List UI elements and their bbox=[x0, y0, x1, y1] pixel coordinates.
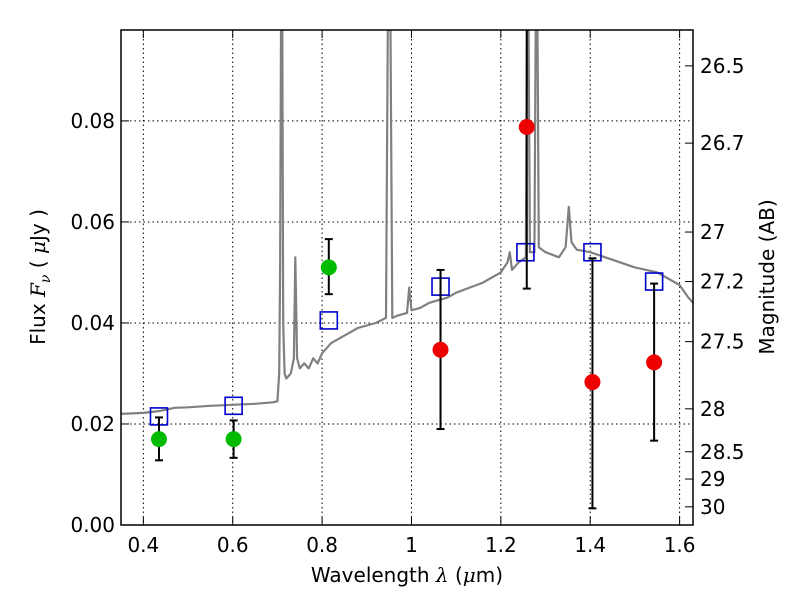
photometry-point bbox=[432, 341, 449, 358]
y-tick-label: 0.04 bbox=[70, 311, 115, 335]
x-tick-label: 1 bbox=[405, 533, 418, 557]
x-tick-label: 0.8 bbox=[306, 533, 338, 557]
y2-tick-label: 27.2 bbox=[700, 270, 745, 294]
y2-tick-label: 28.5 bbox=[700, 440, 745, 464]
y2-tick-label: 29 bbox=[700, 467, 725, 491]
photometry-point bbox=[646, 354, 663, 371]
y2-tick-label: 28 bbox=[700, 397, 725, 421]
y2-tick-label: 27 bbox=[700, 220, 725, 244]
model-square-marker bbox=[224, 396, 243, 416]
points-layer bbox=[149, 30, 664, 510]
y-tick-label: 0.00 bbox=[70, 513, 115, 537]
y-tick-label: 0.08 bbox=[70, 109, 115, 133]
y2-tick-label: 26.5 bbox=[700, 54, 745, 78]
x-tick-label: 1.4 bbox=[574, 533, 606, 557]
photometry-point bbox=[518, 118, 535, 135]
plot-frame bbox=[120, 29, 694, 526]
series-layer bbox=[121, 30, 693, 415]
y-axis-label: Flux Fν ( μJy ) bbox=[26, 209, 54, 345]
y-tick-label: 0.02 bbox=[70, 412, 115, 436]
x-tick-label: 1.2 bbox=[485, 533, 517, 557]
x-axis-label: Wavelength λ (μm) bbox=[311, 563, 503, 587]
model-square-marker bbox=[516, 242, 535, 262]
y2-tick-label: 30 bbox=[700, 495, 725, 519]
x-tick-label: 0.4 bbox=[127, 533, 159, 557]
grid bbox=[121, 30, 693, 526]
photometry-point bbox=[320, 259, 337, 276]
y2-tick-label: 27.5 bbox=[700, 330, 745, 354]
photometry-point bbox=[584, 374, 601, 391]
ticks-layer: 0.4 0.6 0.8 1 1.2 1.4 1.6 0.00 0.02 0.04 0.06 0.08 2… bbox=[70, 30, 745, 557]
y2-tick-label: 26.7 bbox=[700, 131, 745, 155]
photometry-point bbox=[150, 431, 167, 448]
model-square-marker bbox=[319, 311, 339, 330]
x-tick-label: 0.6 bbox=[217, 533, 249, 557]
spectrum-line bbox=[121, 30, 693, 415]
x-tick-label: 1.6 bbox=[664, 533, 696, 557]
y-tick-label: 0.06 bbox=[70, 210, 115, 234]
y2-axis-label: Magnitude (AB) bbox=[755, 199, 779, 354]
photometry-point bbox=[225, 431, 242, 448]
